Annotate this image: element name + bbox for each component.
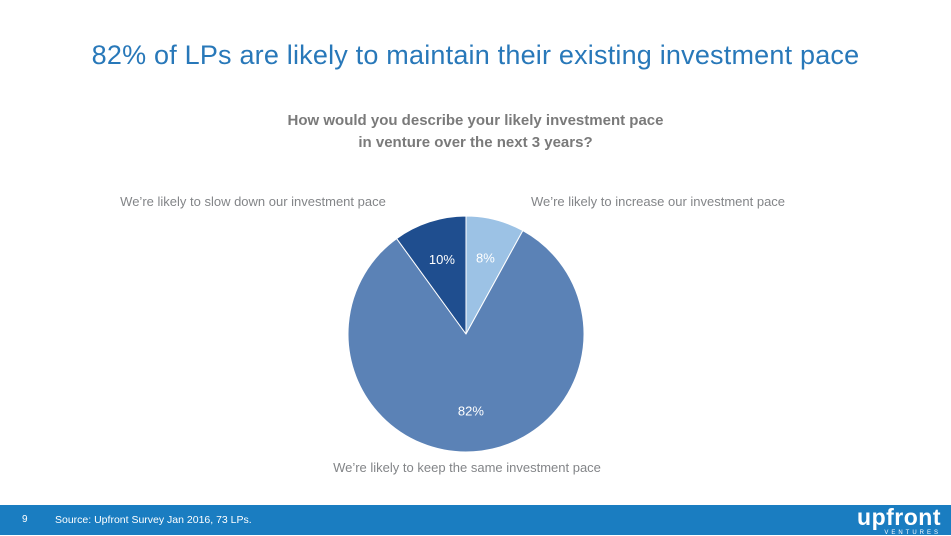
pie-slice-label: 8% xyxy=(476,251,495,266)
label-slow-down: We’re likely to slow down our investment… xyxy=(120,194,386,209)
label-increase: We’re likely to increase our investment … xyxy=(530,194,786,209)
pie-chart-svg: 8% 82% 10% xyxy=(347,215,585,453)
upfront-logo-subtext: VENTURES xyxy=(884,530,941,536)
chart-question-line1: How would you describe your likely inves… xyxy=(287,112,664,129)
source-text: Source: Upfront Survey Jan 2016, 73 LPs. xyxy=(55,514,252,526)
pie-slice xyxy=(347,230,585,453)
chart-question: How would you describe your likely inves… xyxy=(0,110,951,154)
footer-bar: 9 Source: Upfront Survey Jan 2016, 73 LP… xyxy=(0,505,951,536)
page-number: 9 xyxy=(22,514,28,525)
pie-chart: 8% 82% 10% xyxy=(344,212,588,456)
pie-slice-label: 82% xyxy=(458,404,484,419)
slide-title: 82% of LPs are likely to maintain their … xyxy=(91,40,860,71)
label-keep-same: We’re likely to keep the same investment… xyxy=(333,460,601,475)
chart-question-line2: in venture over the next 3 years? xyxy=(358,134,593,151)
pie-slice xyxy=(396,215,467,335)
pie-slice-label: 10% xyxy=(429,252,455,267)
upfront-logo-text: upfront xyxy=(857,504,941,530)
upfront-logo: upfront VENTURES xyxy=(857,506,941,536)
